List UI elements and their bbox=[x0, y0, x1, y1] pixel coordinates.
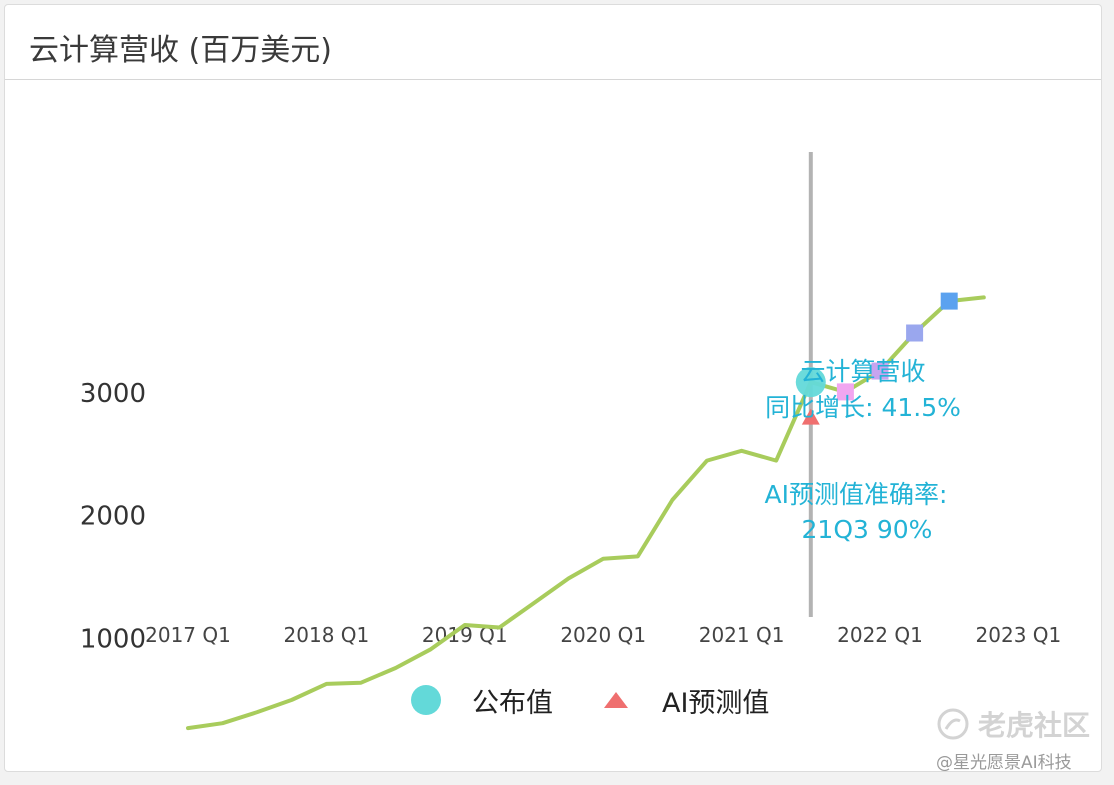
tiger-logo-icon bbox=[937, 708, 969, 740]
y-tick-label: 2000 bbox=[80, 502, 146, 532]
chart-card: 云计算营收 (百万美元) bbox=[4, 4, 1102, 772]
legend-ai-prediction-marker bbox=[604, 692, 628, 708]
x-tick-label: 2020 Q1 bbox=[560, 623, 646, 647]
forecast-marker bbox=[940, 292, 958, 310]
legend-published-label: 公布值 bbox=[472, 687, 553, 719]
annotation-text: 同比增长: 41.5% bbox=[765, 393, 961, 422]
watermark-logo-text: 老虎社区 bbox=[978, 709, 1091, 742]
forecast-marker bbox=[871, 362, 889, 380]
y-tick-label: 3000 bbox=[80, 379, 146, 409]
watermark-credit: @星光愿景AI科技 bbox=[936, 753, 1072, 773]
annotation-text: AI预测值准确率: bbox=[765, 480, 948, 509]
legend-published-marker bbox=[411, 685, 441, 715]
watermark-logo: 老虎社区 bbox=[936, 704, 1090, 744]
annotation-text: 云计算营收 bbox=[800, 357, 925, 386]
annotation-text: 21Q3 90% bbox=[802, 515, 933, 544]
y-tick-label: 1000 bbox=[80, 624, 146, 654]
x-tick-label: 2022 Q1 bbox=[837, 623, 923, 647]
x-tick-label: 2023 Q1 bbox=[976, 623, 1062, 647]
x-tick-label: 2018 Q1 bbox=[284, 623, 370, 647]
x-tick-label: 2021 Q1 bbox=[699, 623, 785, 647]
x-tick-label: 2017 Q1 bbox=[145, 623, 231, 647]
legend-ai-prediction-label: AI预测值 bbox=[662, 687, 770, 719]
forecast-marker bbox=[836, 383, 854, 401]
forecast-marker bbox=[906, 324, 924, 342]
ai-prediction-marker bbox=[801, 408, 820, 425]
published-value-marker bbox=[795, 367, 826, 398]
chart-title: 云计算营收 (百万美元) bbox=[29, 33, 332, 68]
card-header: 云计算营收 (百万美元) bbox=[5, 5, 1101, 80]
legend-published[interactable]: 公布值 bbox=[408, 680, 553, 720]
legend-ai-prediction[interactable]: AI预测值 bbox=[602, 680, 769, 720]
